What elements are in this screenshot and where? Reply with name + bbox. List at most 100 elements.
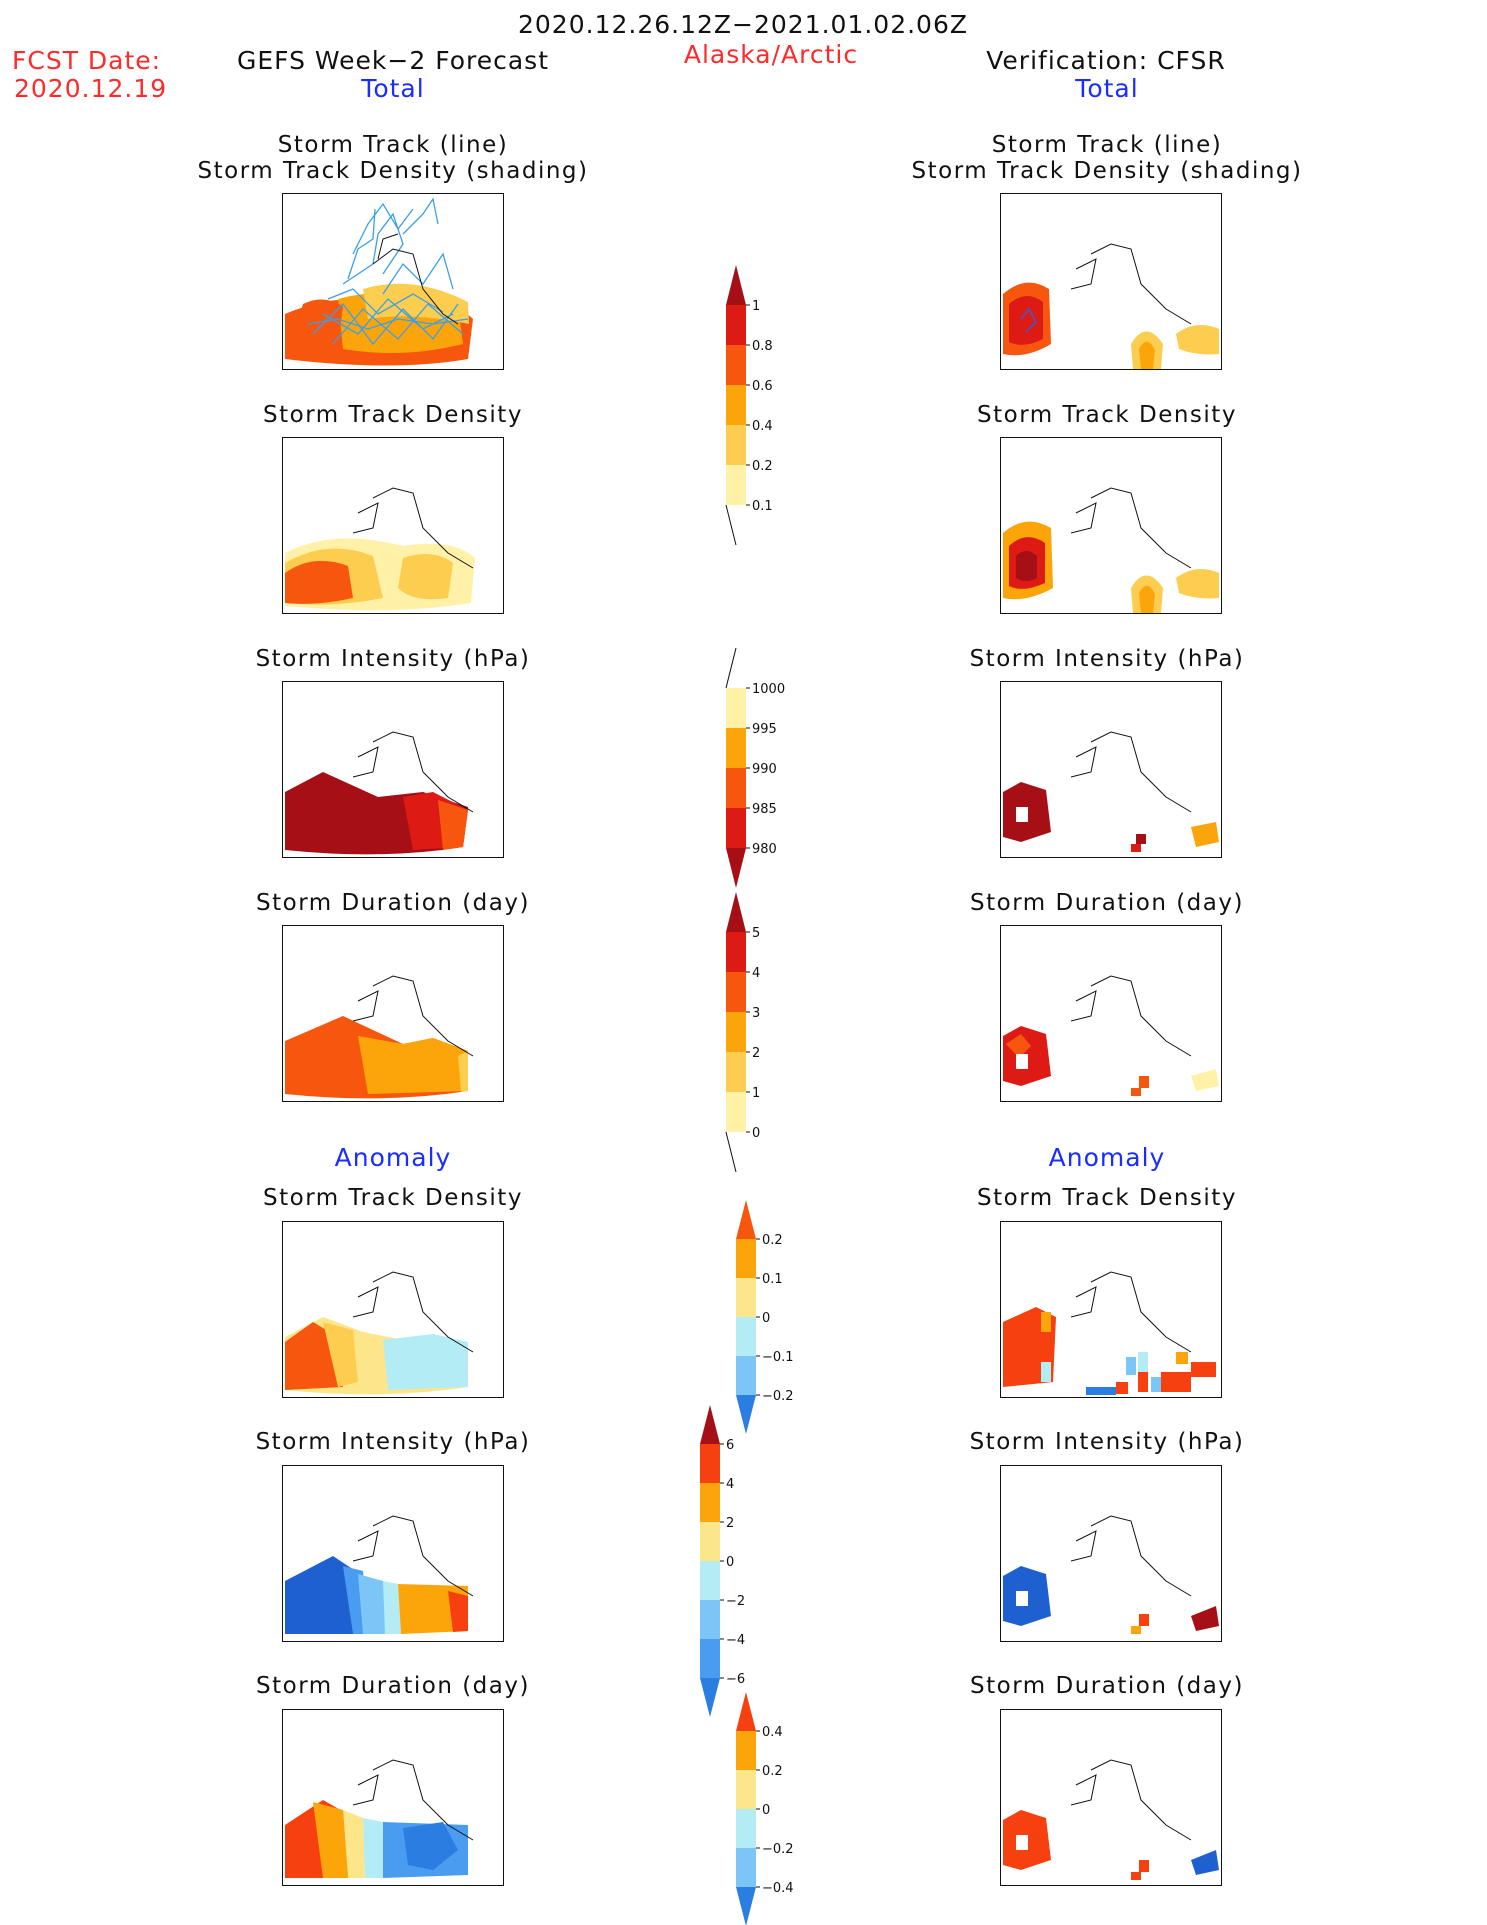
map-intensity-forecast: [282, 681, 504, 858]
colorbar-tick-label: −4: [726, 1633, 745, 1648]
colorbar-segment: [726, 808, 746, 848]
colorbar-segment: [736, 1200, 756, 1239]
colorbar-tick-label: 6: [726, 1438, 734, 1453]
colorbar-segment: [726, 345, 746, 385]
map-duration-verification: [1000, 925, 1222, 1102]
colorbar-segment: [700, 1483, 720, 1522]
panel3-right-title: Storm Intensity (hPa): [969, 646, 1245, 672]
map-total-track-verification: [1000, 193, 1222, 370]
colorbar-tick-label: 1000: [752, 682, 785, 697]
colorbar-segment: [726, 1052, 746, 1092]
map-anom-duration-verification: [1000, 1709, 1222, 1886]
colorbar-tick-label: 985: [752, 802, 777, 817]
map-density-verification: [1000, 437, 1222, 614]
colorbar-segment: [736, 1692, 756, 1731]
colorbar-segment: [736, 1848, 756, 1887]
colorbar-tick-label: −6: [726, 1672, 745, 1687]
colorbar-tick-label: 3: [752, 1006, 760, 1021]
colorbar-tick-label: 5: [752, 926, 760, 941]
map-intensity-verification: [1000, 681, 1222, 858]
colorbar-tick-label: −0.4: [762, 1881, 794, 1896]
panel7-left-title: Storm Duration (day): [256, 1673, 530, 1699]
colorbar-tick-label: 0.2: [762, 1764, 783, 1779]
colorbar-segment: [736, 1731, 756, 1770]
anomaly-left-heading: Anomaly: [334, 1143, 452, 1172]
panel6-right-title: Storm Intensity (hPa): [969, 1429, 1245, 1455]
colorbar-segment: [726, 728, 746, 768]
colorbar-tick-label: −0.2: [762, 1842, 794, 1857]
colorbar-segment: [726, 425, 746, 465]
colorbar-segment: [700, 1522, 720, 1561]
colorbar-tick-label: 4: [726, 1477, 734, 1492]
colorbar-segment: [736, 1356, 756, 1395]
colorbar-segment: [726, 305, 746, 345]
colorbar-tick-label: 2: [752, 1046, 760, 1061]
colorbar-segment: [725, 1131, 737, 1173]
colorbar-tick-label: 0.2: [762, 1233, 783, 1248]
colorbar-tick-label: −0.1: [762, 1350, 794, 1365]
colorbar-tick-label: 0.4: [752, 419, 773, 434]
colorbar-segment: [700, 1444, 720, 1483]
colorbar-tick-label: 1: [752, 1086, 760, 1101]
colorbar-segment: [736, 1887, 756, 1925]
colorbar-segment: [726, 1092, 746, 1132]
panel4-left-title: Storm Duration (day): [256, 890, 530, 916]
colorbar-segment: [736, 1395, 756, 1434]
colorbar-tick-label: 0.8: [752, 339, 773, 354]
colorbar-segment: [726, 385, 746, 425]
colorbar-tick-label: 0.1: [752, 499, 773, 514]
colorbar-segment: [726, 768, 746, 808]
map-anom-intensity-verification: [1000, 1465, 1222, 1642]
colorbar-tick-label: 980: [752, 842, 777, 857]
panel7-right-title: Storm Duration (day): [970, 1673, 1244, 1699]
panel5-right-title: Storm Track Density: [977, 1185, 1237, 1211]
colorbar-tick-label: 0.6: [752, 379, 773, 394]
fcst-date-value: 2020.12.19: [14, 74, 168, 103]
colorbar-tick-label: 990: [752, 762, 777, 777]
colorbar-tick-label: 0: [762, 1803, 770, 1818]
colorbar-segment: [700, 1405, 720, 1444]
colorbar-tick-label: 995: [752, 722, 777, 737]
colorbar-segment: [736, 1770, 756, 1809]
colorbar-segment: [700, 1639, 720, 1678]
map-anom-density-forecast: [282, 1221, 504, 1398]
colorbar-segment: [726, 1012, 746, 1052]
colorbar-tick-label: 1: [752, 299, 760, 314]
map-anom-duration-forecast: [282, 1709, 504, 1886]
right-section-total: Total: [1075, 74, 1139, 103]
panel4-right-title: Storm Duration (day): [970, 890, 1244, 916]
colorbar-segment: [726, 465, 746, 505]
colorbar-segment: [726, 848, 746, 888]
colorbar-tick-label: 4: [752, 966, 760, 981]
panel5-left-title: Storm Track Density: [263, 1185, 523, 1211]
colorbar-segment: [700, 1678, 720, 1717]
colorbar-segment: [725, 647, 737, 689]
colorbar-tick-label: −0.2: [762, 1389, 794, 1404]
panel2-left-title: Storm Track Density: [263, 402, 523, 428]
colorbar-segment: [700, 1600, 720, 1639]
panel6-left-title: Storm Intensity (hPa): [255, 1429, 531, 1455]
panel2-right-title: Storm Track Density: [977, 402, 1237, 428]
colorbar-segment: [726, 688, 746, 728]
colorbar-segment: [725, 504, 737, 546]
colorbar-segment: [736, 1809, 756, 1848]
fcst-date-label: FCST Date:: [12, 46, 162, 75]
colorbar-segment: [726, 932, 746, 972]
period-title: 2020.12.26.12Z−2021.01.02.06Z: [518, 10, 968, 39]
panel1-left-title-line1: Storm Track (line): [277, 132, 509, 158]
colorbar-tick-label: 0.4: [762, 1725, 783, 1740]
panel1-left-title-line2: Storm Track Density (shading): [197, 158, 589, 184]
colorbar-segment: [736, 1278, 756, 1317]
colorbar-tick-label: 0: [726, 1555, 734, 1570]
colorbar-segment: [726, 892, 746, 932]
colorbar-segment: [736, 1239, 756, 1278]
colorbar-tick-label: 2: [726, 1516, 734, 1531]
colorbar-tick-label: 0: [762, 1311, 770, 1326]
panel3-left-title: Storm Intensity (hPa): [255, 646, 531, 672]
colorbar-segment: [736, 1317, 756, 1356]
map-anom-intensity-forecast: [282, 1465, 504, 1642]
map-total-track-forecast: [282, 193, 504, 370]
left-section-total: Total: [361, 74, 425, 103]
colorbar-tick-label: 0.2: [752, 459, 773, 474]
colorbar-segment: [726, 265, 746, 305]
